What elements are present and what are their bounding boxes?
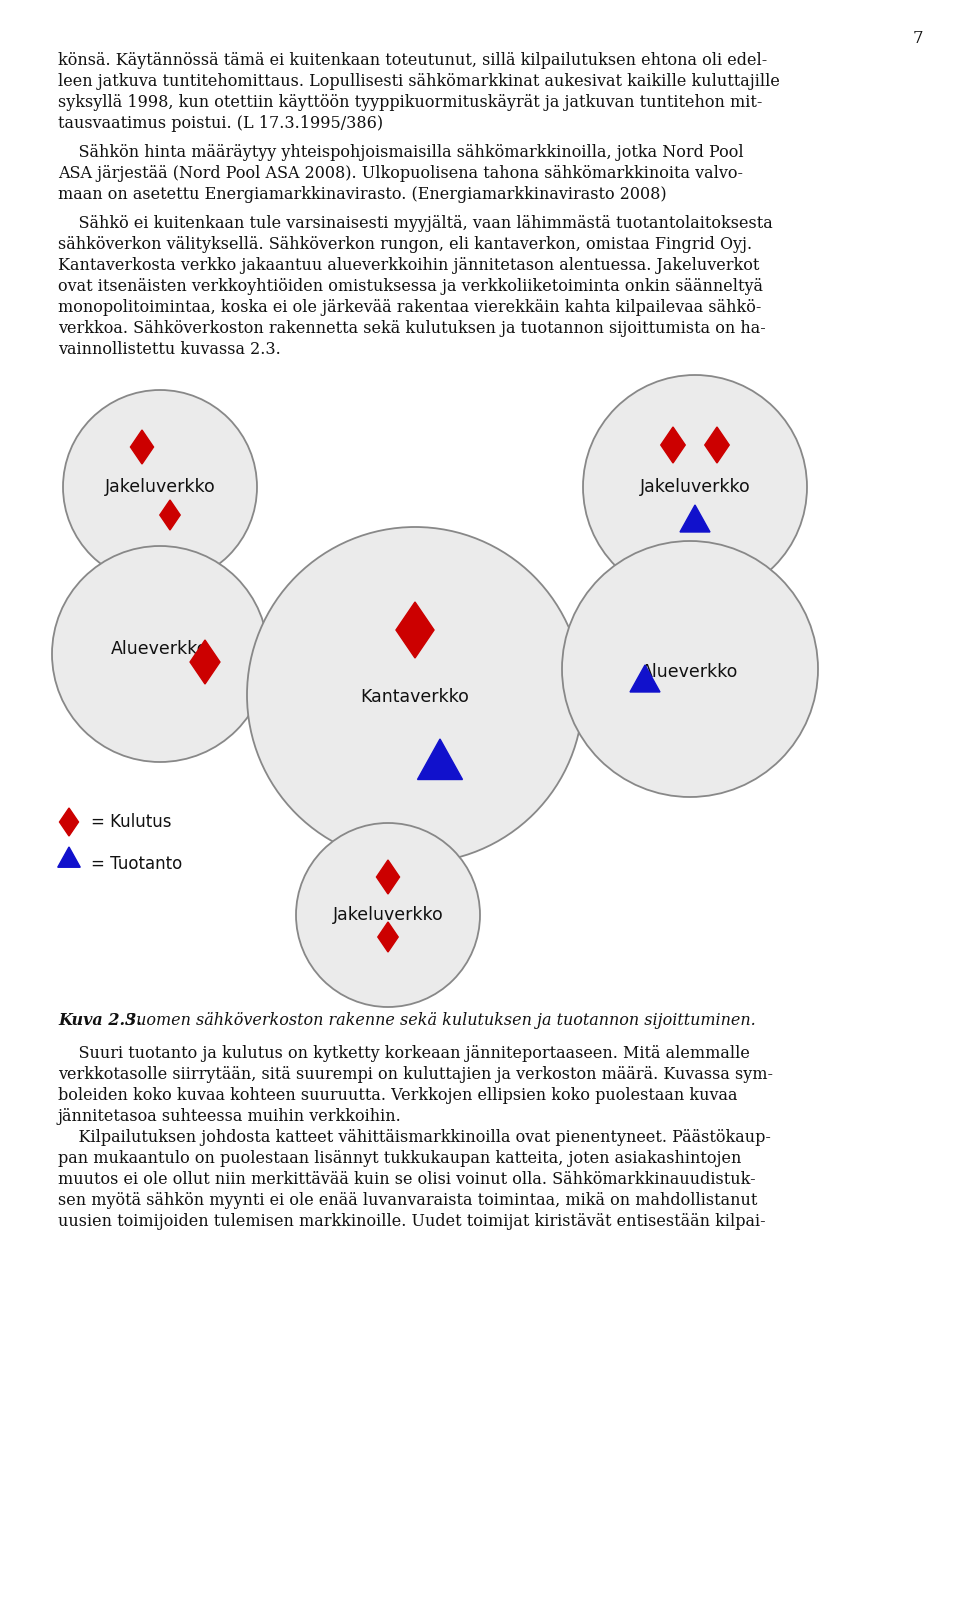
Text: Sähkö ei kuitenkaan tule varsinaisesti myyjältä, vaan lähimmästä tuotantolaitoks: Sähkö ei kuitenkaan tule varsinaisesti m… <box>58 214 773 232</box>
Text: monopolitoimintaa, koska ei ole järkevää rakentaa vierekkäin kahta kilpailevaa s: monopolitoimintaa, koska ei ole järkevää… <box>58 299 761 316</box>
Circle shape <box>562 540 818 797</box>
Text: sen myötä sähkön myynti ei ole enää luvanvaraista toimintaa, mikä on mahdollista: sen myötä sähkön myynti ei ole enää luva… <box>58 1191 757 1209</box>
Text: Suuri tuotanto ja kulutus on kytketty korkeaan jänniteportaaseen. Mitä alemmalle: Suuri tuotanto ja kulutus on kytketty ko… <box>58 1045 750 1061</box>
Text: vainnollistettu kuvassa 2.3.: vainnollistettu kuvassa 2.3. <box>58 341 280 359</box>
Text: sähköverkon välityksellä. Sähköverkon rungon, eli kantaverkon, omistaa Fingrid O: sähköverkon välityksellä. Sähköverkon ru… <box>58 235 752 253</box>
Text: ASA järjestää (Nord Pool ASA 2008). Ulkopuolisena tahona sähkömarkkinoita valvo-: ASA järjestää (Nord Pool ASA 2008). Ulko… <box>58 166 743 182</box>
Circle shape <box>247 527 583 863</box>
Text: Alueverkko: Alueverkko <box>111 639 208 657</box>
Polygon shape <box>680 505 710 532</box>
Polygon shape <box>396 602 434 657</box>
Polygon shape <box>58 847 81 867</box>
Text: muutos ei ole ollut niin merkittävää kuin se olisi voinut olla. Sähkömarkkinauud: muutos ei ole ollut niin merkittävää kui… <box>58 1172 756 1188</box>
Text: Jakeluverkko: Jakeluverkko <box>639 479 751 497</box>
Text: boleiden koko kuvaa kohteen suuruutta. Verkkojen ellipsien koko puolestaan kuvaa: boleiden koko kuvaa kohteen suuruutta. V… <box>58 1087 737 1104</box>
Text: leen jatkuva tuntitehomittaus. Lopullisesti sähkömarkkinat aukesivat kaikille ku: leen jatkuva tuntitehomittaus. Lopullise… <box>58 73 780 89</box>
Text: jännitetasoa suhteessa muihin verkkoihin.: jännitetasoa suhteessa muihin verkkoihin… <box>58 1109 401 1125</box>
Polygon shape <box>630 665 660 691</box>
Polygon shape <box>190 639 220 683</box>
Polygon shape <box>60 808 79 836</box>
Text: 7: 7 <box>913 29 924 47</box>
Text: Sähkön hinta määräytyy yhteispohjoismaisilla sähkömarkkinoilla, jotka Nord Pool: Sähkön hinta määräytyy yhteispohjoismais… <box>58 144 744 161</box>
Text: verkkotasolle siirrytään, sitä suurempi on kuluttajien ja verkoston määrä. Kuvas: verkkotasolle siirrytään, sitä suurempi … <box>58 1066 773 1083</box>
Text: Kilpailutuksen johdosta katteet vähittäismarkkinoilla ovat pienentyneet. Päästök: Kilpailutuksen johdosta katteet vähittäi… <box>58 1130 771 1146</box>
Text: Suomen sähköverkoston rakenne sekä kulutuksen ja tuotannon sijoittuminen.: Suomen sähköverkoston rakenne sekä kulut… <box>120 1013 756 1029</box>
Circle shape <box>583 375 807 599</box>
Text: Kuva 2.3.: Kuva 2.3. <box>58 1013 142 1029</box>
Text: Jakeluverkko: Jakeluverkko <box>105 479 215 497</box>
Text: tausvaatimus poistui. (L 17.3.1995/386): tausvaatimus poistui. (L 17.3.1995/386) <box>58 115 383 131</box>
Text: = Tuotanto: = Tuotanto <box>91 855 182 873</box>
Polygon shape <box>376 860 399 894</box>
Text: ovat itsenäisten verkkoyhtiöiden omistuksessa ja verkkoliiketoiminta onkin säänn: ovat itsenäisten verkkoyhtiöiden omistuk… <box>58 278 763 295</box>
Polygon shape <box>418 738 463 779</box>
Text: Alueverkko: Alueverkko <box>641 664 738 682</box>
Polygon shape <box>378 922 398 953</box>
Polygon shape <box>159 500 180 531</box>
Text: Kantaverkko: Kantaverkko <box>361 688 469 706</box>
Text: = Kulutus: = Kulutus <box>91 813 172 831</box>
Text: pan mukaantulo on puolestaan lisännyt tukkukaupan katteita, joten asiakashintoje: pan mukaantulo on puolestaan lisännyt tu… <box>58 1151 741 1167</box>
Text: maan on asetettu Energiamarkkinavirasto. (Energiamarkkinavirasto 2008): maan on asetettu Energiamarkkinavirasto.… <box>58 187 666 203</box>
Text: uusien toimijoiden tulemisen markkinoille. Uudet toimijat kiristävät entisestään: uusien toimijoiden tulemisen markkinoill… <box>58 1212 766 1230</box>
Circle shape <box>296 823 480 1006</box>
Text: verkkoa. Sähköverkoston rakennetta sekä kulutuksen ja tuotannon sijoittumista on: verkkoa. Sähköverkoston rakennetta sekä … <box>58 320 766 338</box>
Text: syksyllä 1998, kun otettiin käyttöön tyyppikuormituskäyrät ja jatkuvan tuntiteho: syksyllä 1998, kun otettiin käyttöön tyy… <box>58 94 762 110</box>
Text: Jakeluverkko: Jakeluverkko <box>332 906 444 923</box>
Text: könsä. Käytännössä tämä ei kuitenkaan toteutunut, sillä kilpailutuksen ehtona ol: könsä. Käytännössä tämä ei kuitenkaan to… <box>58 52 767 70</box>
Polygon shape <box>660 427 685 463</box>
Polygon shape <box>705 427 730 463</box>
Circle shape <box>52 545 268 763</box>
Text: Kantaverkosta verkko jakaantuu alueverkkoihin jännitetason alentuessa. Jakeluver: Kantaverkosta verkko jakaantuu alueverkk… <box>58 256 759 274</box>
Circle shape <box>63 390 257 584</box>
Polygon shape <box>131 430 154 464</box>
